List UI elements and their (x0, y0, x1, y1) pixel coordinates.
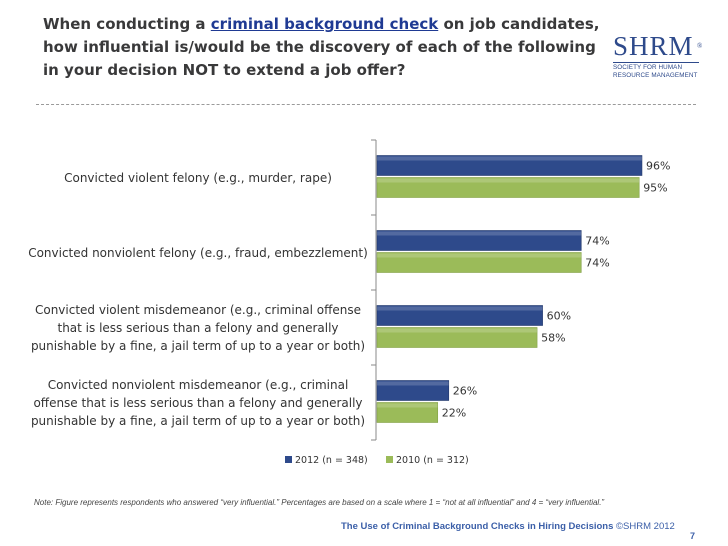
legend-label: 2012 (n = 348) (295, 455, 368, 466)
bar-highlight (377, 306, 543, 311)
title-highlight: criminal background check (210, 15, 439, 33)
bar (376, 402, 439, 423)
legend-swatch (285, 456, 292, 463)
category-label: Convicted nonviolent misdemeanor (e.g., … (30, 377, 366, 428)
bar-highlight (377, 381, 449, 386)
shrm-logo: SHRM ® SOCIETY FOR HUMAN RESOURCE MANAGEM… (613, 32, 708, 88)
legend-label: 2010 (n = 312) (396, 455, 469, 466)
bar (376, 230, 582, 251)
bar (376, 327, 538, 348)
data-label: 95% (643, 182, 667, 195)
bar (376, 177, 640, 198)
data-label: 58% (541, 332, 565, 345)
category-label: Convicted violent felony (e.g., murder, … (64, 170, 332, 185)
category-label: Convicted nonviolent felony (e.g., fraud… (28, 245, 368, 260)
registered-mark: ® (697, 42, 704, 50)
data-label: 74% (585, 235, 609, 248)
data-label: 60% (547, 310, 571, 323)
data-label: 96% (646, 160, 670, 173)
footnote: Note: Figure represents respondents who … (34, 498, 605, 507)
bar (376, 380, 450, 401)
data-label: 74% (585, 257, 609, 270)
logo-mark: SHRM ® (613, 31, 704, 61)
slide-title: When conducting a criminal background ch… (43, 15, 600, 79)
legend-swatch (386, 456, 393, 463)
bar-highlight (377, 231, 582, 236)
data-label: 22% (442, 407, 466, 420)
category-label: Convicted violent misdemeanor (e.g., cri… (30, 302, 366, 353)
bar-highlight (377, 253, 582, 258)
page-number: 7 (690, 531, 696, 541)
logo-tagline: SOCIETY FOR HUMAN RESOURCE MANAGEMENT (613, 62, 699, 79)
bar-highlight (377, 178, 640, 183)
bar (376, 252, 582, 273)
bar-highlight (377, 403, 438, 408)
data-label: 26% (453, 385, 477, 398)
bar-highlight (377, 156, 642, 161)
footer-source: The Use of Criminal Background Checks in… (341, 521, 675, 532)
bar-highlight (377, 328, 538, 333)
bar (376, 305, 543, 326)
bar (376, 155, 643, 176)
title-divider (36, 104, 696, 105)
